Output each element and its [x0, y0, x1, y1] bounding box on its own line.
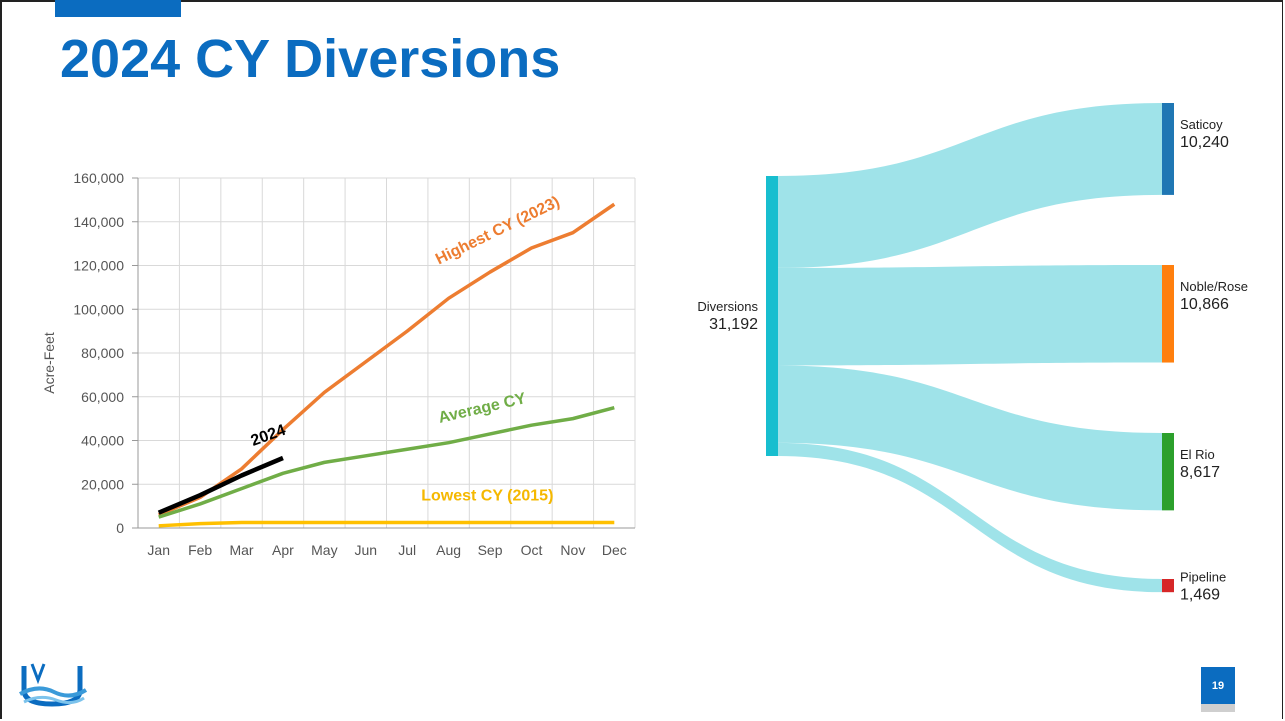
series-line: [158, 520, 615, 528]
y-tick-label: 160,000: [73, 170, 124, 186]
sankey-flow: [778, 365, 1162, 511]
y-tick-label: 120,000: [73, 258, 124, 274]
x-tick-label: Jul: [398, 542, 416, 558]
agency-logo-icon: [19, 663, 88, 707]
title-accent-bar: [55, 0, 181, 17]
x-tick-label: Dec: [602, 542, 627, 558]
y-tick-label: 100,000: [73, 301, 124, 317]
sankey-target-node: [1162, 265, 1174, 363]
sankey-flow: [778, 103, 1162, 268]
sankey-flow: [778, 442, 1162, 593]
sankey-target-label: Noble/Rose: [1180, 279, 1248, 294]
x-tick-label: May: [311, 542, 337, 558]
sankey-target-label: El Rio: [1180, 447, 1215, 462]
series-line: [157, 455, 284, 515]
sankey-target-value: 10,866: [1180, 296, 1229, 313]
diversions-sankey-diagram: Saticoy 10,240 Noble/Rose 10,866 El Rio 8,617…: [697, 103, 1248, 604]
y-tick-label: 0: [116, 520, 124, 536]
sankey-target-value: 8,617: [1180, 464, 1220, 481]
x-tick-label: Nov: [560, 542, 585, 558]
y-axis-title: Acre-Feet: [41, 332, 57, 394]
sankey-target-label: Saticoy: [1180, 117, 1223, 132]
sankey-target-value: 10,240: [1180, 134, 1229, 151]
sankey-target-node: [1162, 433, 1174, 511]
series-label: Lowest CY (2015): [421, 488, 553, 505]
y-tick-label: 140,000: [73, 214, 124, 230]
x-tick-label: Oct: [521, 542, 543, 558]
y-tick-label: 60,000: [81, 389, 124, 405]
page-number-shadow: [1201, 704, 1235, 712]
sankey-target-label: Pipeline: [1180, 570, 1226, 585]
sankey-target-node: [1162, 579, 1174, 593]
x-tick-label: Jan: [147, 542, 170, 558]
x-tick-label: Apr: [272, 542, 294, 558]
x-tick-label: Sep: [478, 542, 503, 558]
slide-title: 2024 CY Diversions: [60, 29, 561, 89]
series-line: [158, 202, 616, 517]
page-number-badge: 19: [1201, 667, 1235, 704]
sankey-source-value: 31,192: [709, 316, 758, 333]
sankey-target-node: [1162, 103, 1174, 195]
diversions-line-chart: 0 20,000 40,000 60,000 80,000 100,000 120,000 1…: [41, 170, 636, 558]
sankey-source-label: Diversions: [697, 299, 758, 314]
y-tick-label: 40,000: [81, 433, 124, 449]
series-label: Highest CY (2023): [433, 193, 562, 268]
y-tick-label: 80,000: [81, 345, 124, 361]
x-tick-label: Mar: [229, 542, 253, 558]
sankey-flow: [778, 265, 1162, 366]
sankey-target-value: 1,469: [1180, 587, 1220, 604]
x-tick-label: Aug: [436, 542, 461, 558]
series-label: Average CY: [437, 390, 528, 427]
x-tick-label: Feb: [188, 542, 212, 558]
x-tick-label: Jun: [355, 542, 378, 558]
sankey-source-node: [766, 176, 778, 456]
y-tick-label: 20,000: [81, 476, 124, 492]
series-line: [158, 405, 615, 519]
